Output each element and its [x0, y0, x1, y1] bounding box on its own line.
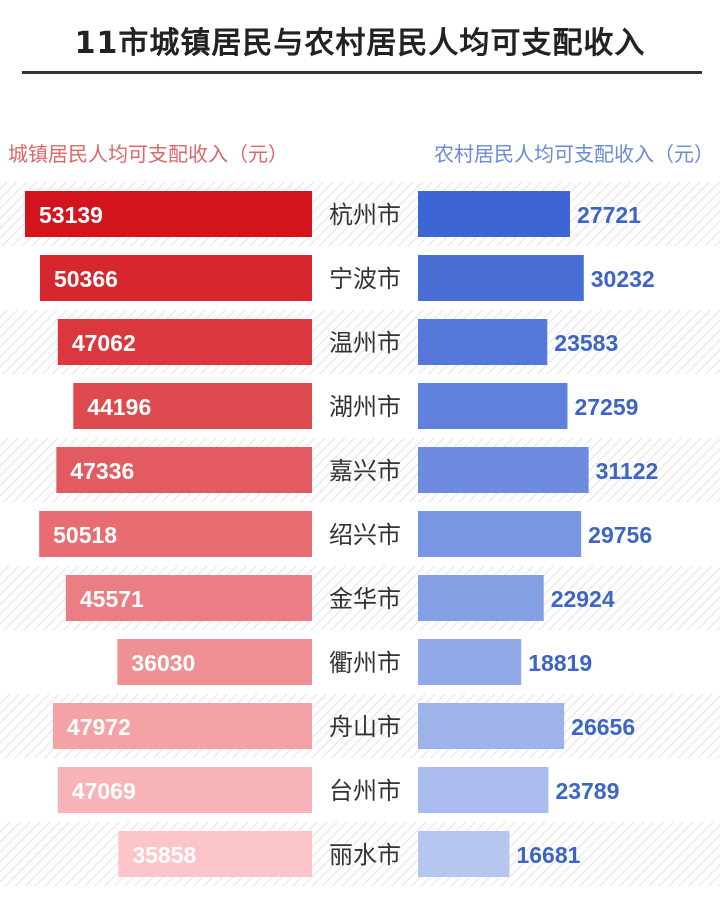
rural-bar [418, 511, 582, 557]
city-label: 丽水市 [329, 841, 401, 869]
urban-value-label: 50518 [53, 522, 117, 548]
city-label: 温州市 [329, 329, 401, 357]
rural-bar [418, 255, 584, 301]
urban-bar [39, 255, 312, 301]
rural-value-label: 16681 [516, 842, 580, 868]
urban-value-label: 53139 [39, 202, 103, 228]
rural-bar [418, 319, 548, 365]
city-label: 杭州市 [329, 201, 401, 229]
urban-bar [57, 767, 312, 813]
urban-value-label: 47062 [72, 330, 136, 356]
rural-value-label: 23583 [554, 330, 618, 356]
urban-bar [65, 575, 312, 621]
rural-bar [418, 191, 570, 237]
urban-bar [52, 703, 312, 749]
city-label: 台州市 [329, 777, 401, 805]
rural-value-label: 18819 [528, 650, 592, 676]
rural-bar [418, 703, 565, 749]
rural-bar [418, 383, 568, 429]
rural-value-label: 31122 [596, 458, 659, 484]
urban-bar [25, 191, 312, 237]
urban-value-label: 47336 [70, 458, 134, 484]
urban-bar [118, 831, 312, 877]
rural-value-label: 29756 [588, 522, 652, 548]
urban-value-label: 35858 [132, 842, 196, 868]
urban-bar [117, 639, 312, 685]
rural-bar [418, 639, 522, 685]
urban-value-label: 44196 [87, 394, 151, 420]
city-label: 衢州市 [329, 649, 401, 677]
rural-value-label: 30232 [591, 266, 655, 292]
city-label: 宁波市 [329, 265, 401, 293]
city-label: 嘉兴市 [329, 457, 401, 485]
title-underline [22, 71, 702, 74]
urban-value-label: 50366 [54, 266, 118, 292]
chart-title: 11市城镇居民与农村居民人均可支配收入 [74, 26, 646, 61]
rural-bar [418, 575, 544, 621]
city-label: 舟山市 [329, 713, 401, 741]
city-label: 湖州市 [329, 393, 401, 421]
urban-bar [57, 319, 313, 365]
rural-value-label: 22924 [551, 586, 615, 612]
city-label: 金华市 [329, 585, 401, 613]
urban-value-label: 36030 [131, 650, 195, 676]
urban-bar [56, 447, 312, 493]
rural-value-label: 26656 [571, 714, 635, 740]
urban-value-label: 47972 [67, 714, 131, 740]
rural-bar [418, 767, 549, 813]
rural-bar [418, 447, 589, 493]
urban-bar [73, 383, 313, 429]
rural-value-label: 27259 [574, 394, 638, 420]
rural-value-label: 27721 [577, 202, 641, 228]
city-label: 绍兴市 [329, 521, 401, 549]
rural-value-label: 23789 [555, 778, 619, 804]
urban-bar [39, 511, 313, 557]
urban-value-label: 45571 [80, 586, 144, 612]
legend-rural: 农村居民人均可支配收入（元） [434, 142, 714, 166]
urban-value-label: 47069 [72, 778, 136, 804]
rural-bar [418, 831, 510, 877]
legend-urban: 城镇居民人均可支配收入（元） [8, 142, 288, 166]
